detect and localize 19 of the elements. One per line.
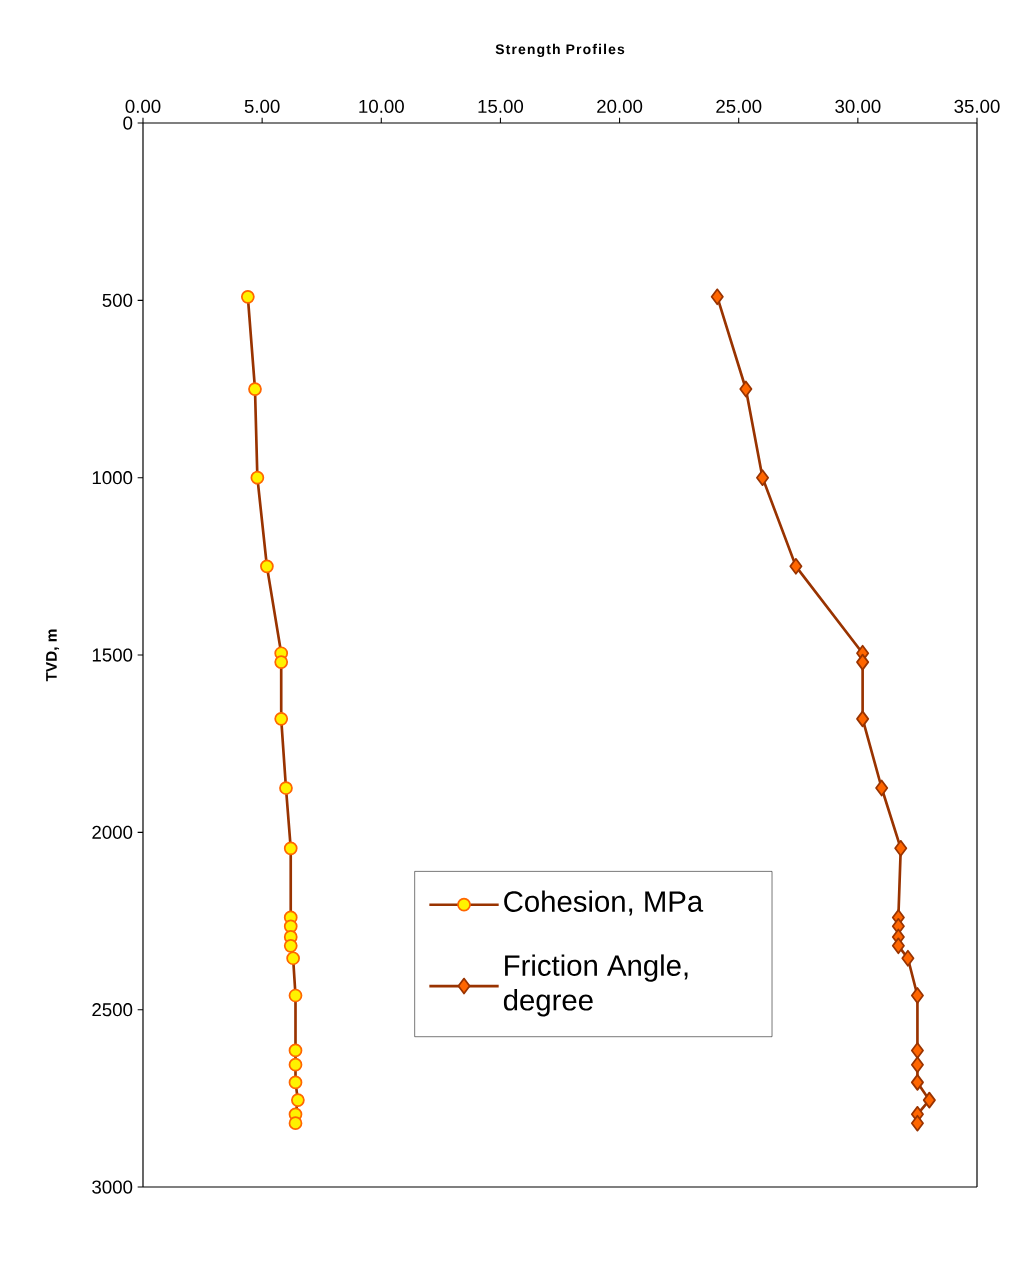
y-axis-title: TVD, m — [46, 629, 60, 682]
y-tick-label: 2000 — [92, 825, 133, 839]
x-tick-label: 25.00 — [716, 99, 762, 113]
y-tick-label: 1500 — [92, 648, 133, 662]
x-tick-label: 5.00 — [244, 99, 280, 113]
y-tick-label: 2500 — [92, 1003, 133, 1017]
legend-label: Friction Angle, degree — [503, 954, 688, 1017]
y-tick-label: 3000 — [92, 1180, 133, 1194]
y-tick-label: 0 — [123, 116, 133, 130]
x-tick-label: 10.00 — [359, 99, 404, 113]
legend-label: Cohesion, MPa — [504, 890, 704, 916]
x-tick-label: 0.00 — [125, 99, 161, 113]
x-tick-label: 35.00 — [954, 99, 1000, 113]
y-tick-label: 1000 — [92, 471, 133, 485]
x-tick-label: 15.00 — [478, 99, 524, 113]
y-tick-label: 500 — [102, 293, 133, 307]
chart-title: Strength Profiles — [495, 43, 625, 57]
x-tick-label: 20.00 — [597, 99, 643, 113]
x-tick-label: 30.00 — [835, 99, 881, 113]
